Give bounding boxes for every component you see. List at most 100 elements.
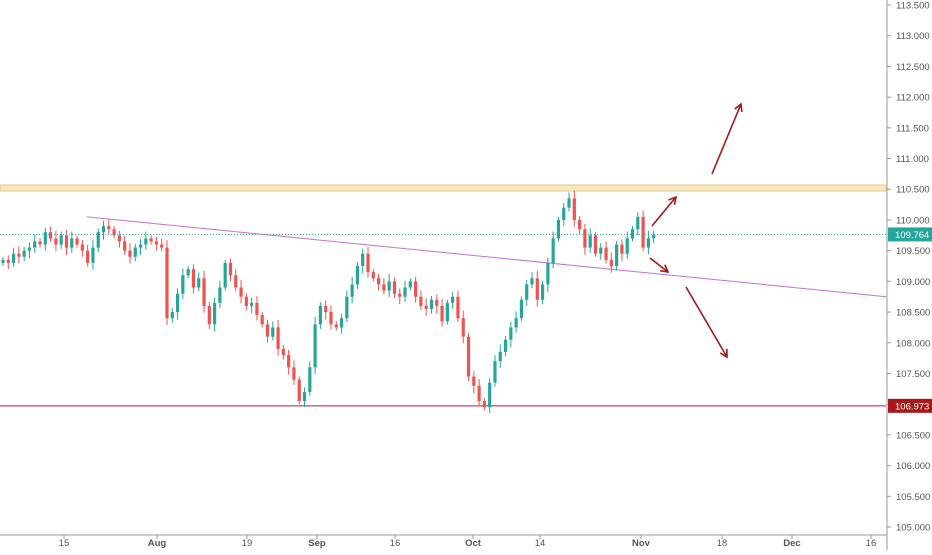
candle[interactable] xyxy=(540,280,545,305)
candle[interactable] xyxy=(567,192,571,212)
candle[interactable] xyxy=(525,279,529,306)
candle[interactable] xyxy=(403,280,407,302)
candle[interactable] xyxy=(551,231,555,269)
candle[interactable] xyxy=(382,278,386,295)
candle[interactable] xyxy=(128,243,132,264)
candle[interactable] xyxy=(197,272,201,292)
candle[interactable] xyxy=(64,230,69,256)
candle[interactable] xyxy=(6,255,10,269)
candle[interactable] xyxy=(435,294,439,314)
candle[interactable] xyxy=(620,239,624,262)
candle[interactable] xyxy=(636,212,640,236)
candle[interactable] xyxy=(202,270,206,313)
candle[interactable] xyxy=(207,302,211,329)
candle[interactable] xyxy=(160,238,164,252)
candle[interactable] xyxy=(588,228,592,253)
trendline[interactable] xyxy=(86,216,887,298)
candle[interactable] xyxy=(75,235,79,248)
candle[interactable] xyxy=(281,345,285,360)
candle[interactable] xyxy=(186,266,190,279)
candle[interactable] xyxy=(482,398,486,411)
candle[interactable] xyxy=(461,310,465,344)
candle[interactable] xyxy=(503,335,508,357)
candle[interactable] xyxy=(33,234,37,253)
candle[interactable] xyxy=(265,319,270,343)
candle[interactable] xyxy=(123,235,127,255)
candle[interactable] xyxy=(271,321,275,341)
candle[interactable] xyxy=(593,232,598,257)
candle[interactable] xyxy=(350,276,354,304)
candle[interactable] xyxy=(17,246,21,264)
candle[interactable] xyxy=(149,235,153,245)
candle[interactable] xyxy=(302,387,307,408)
candle[interactable] xyxy=(451,292,455,309)
candle[interactable] xyxy=(244,292,248,311)
candle[interactable] xyxy=(70,231,74,253)
candle[interactable] xyxy=(414,276,418,303)
candle[interactable] xyxy=(371,269,375,282)
candle[interactable] xyxy=(652,230,656,243)
candle[interactable] xyxy=(181,268,185,299)
candle[interactable] xyxy=(175,288,180,320)
candle[interactable] xyxy=(641,210,645,252)
candle[interactable] xyxy=(419,290,423,310)
candle[interactable] xyxy=(583,223,587,256)
candle[interactable] xyxy=(562,203,566,226)
candle[interactable] xyxy=(366,246,370,278)
candle[interactable] xyxy=(329,305,333,330)
candle[interactable] xyxy=(572,190,576,227)
candle[interactable] xyxy=(54,230,58,252)
candle[interactable] xyxy=(239,280,243,304)
candle[interactable] xyxy=(519,296,524,322)
arrow-up-small[interactable] xyxy=(651,195,678,227)
candle[interactable] xyxy=(392,277,397,299)
candle[interactable] xyxy=(546,257,550,292)
candle[interactable] xyxy=(49,226,53,243)
candle[interactable] xyxy=(154,236,159,251)
candle[interactable] xyxy=(91,240,95,270)
candle[interactable] xyxy=(445,299,449,325)
candle[interactable] xyxy=(387,273,391,298)
arrow-up-large[interactable] xyxy=(711,102,743,175)
candle[interactable] xyxy=(308,361,312,396)
candle[interactable] xyxy=(615,240,619,271)
candle[interactable] xyxy=(223,259,227,291)
candle[interactable] xyxy=(101,220,106,240)
candle[interactable] xyxy=(477,378,481,407)
candle[interactable] xyxy=(318,302,322,329)
candle[interactable] xyxy=(530,272,534,289)
candle[interactable] xyxy=(609,252,613,273)
candle[interactable] xyxy=(218,280,222,309)
candle[interactable] xyxy=(493,355,497,387)
candle[interactable] xyxy=(117,230,121,248)
candle[interactable] xyxy=(144,231,148,250)
candle[interactable] xyxy=(1,256,5,266)
candle[interactable] xyxy=(509,322,513,348)
candle[interactable] xyxy=(133,243,137,262)
candle[interactable] xyxy=(86,244,90,267)
candle[interactable] xyxy=(472,371,476,394)
candle[interactable] xyxy=(440,299,444,327)
candle[interactable] xyxy=(250,297,254,314)
candle[interactable] xyxy=(339,313,344,334)
candle[interactable] xyxy=(11,247,16,267)
candle[interactable] xyxy=(324,300,328,320)
candle[interactable] xyxy=(43,227,47,251)
candle[interactable] xyxy=(625,231,629,259)
candle[interactable] xyxy=(556,216,561,242)
candle[interactable] xyxy=(38,238,42,248)
candle[interactable] xyxy=(604,241,608,264)
candle[interactable] xyxy=(138,239,143,256)
candle[interactable] xyxy=(424,298,428,316)
candle[interactable] xyxy=(234,269,238,292)
candle[interactable] xyxy=(488,378,492,414)
candle[interactable] xyxy=(599,243,603,260)
candle[interactable] xyxy=(27,242,32,259)
candle[interactable] xyxy=(80,239,84,257)
candle[interactable] xyxy=(292,360,296,385)
candle[interactable] xyxy=(213,297,217,332)
candle[interactable] xyxy=(578,216,582,234)
candle[interactable] xyxy=(191,264,196,294)
candle[interactable] xyxy=(112,226,116,239)
